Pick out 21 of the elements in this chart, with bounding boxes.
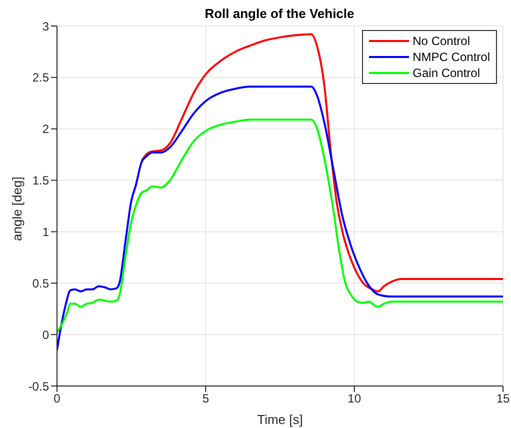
y-tick-label: 1.5 [32,174,50,188]
x-tick-label: 15 [496,392,510,406]
legend-label: No Control [412,34,470,48]
y-tick-label: 2.5 [32,70,50,85]
line-series [140,33,503,292]
x-tick-label: 10 [348,392,362,406]
y-tick-label: 3 [42,19,50,34]
x-axis-title: Time [s] [257,412,303,427]
y-tick-label: 1 [42,224,50,239]
x-tick-label: 0 [54,392,61,406]
x-tick-label: 5 [202,392,210,406]
y-axis-title: angle [deg] [10,176,25,241]
line-series [57,86,503,351]
y-tick-label: 0 [42,328,50,342]
line-series [57,118,503,334]
legend-label: NMPC Control [412,50,490,64]
y-tick-label: 0.5 [32,276,50,290]
y-tick-label: 2 [42,122,50,136]
chart-title: Roll angle of the Vehicle [204,6,356,21]
y-tick-label: -0.5 [28,379,50,394]
legend-label: Gain Control [412,66,480,80]
